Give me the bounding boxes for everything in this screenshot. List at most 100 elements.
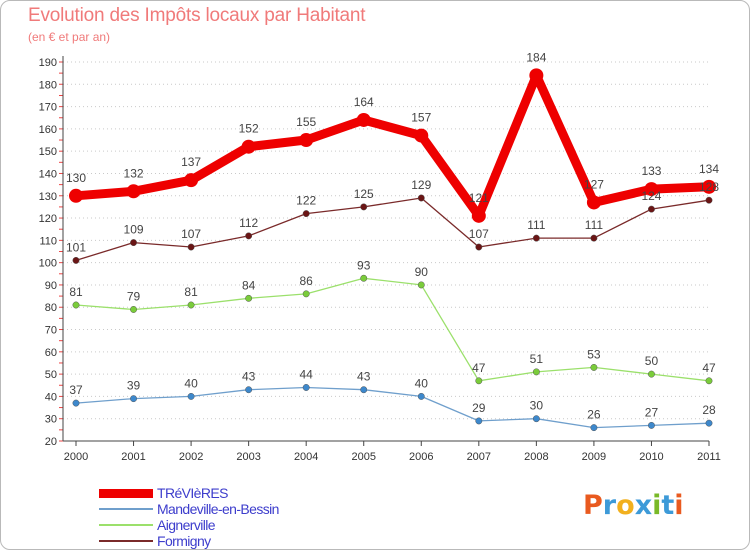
data-point-0 — [126, 184, 141, 199]
data-label-1: 44 — [300, 367, 314, 381]
y-tick-label: 80 — [45, 302, 57, 314]
data-point-2 — [130, 306, 137, 313]
y-tick-label: 170 — [39, 102, 57, 114]
data-label-3: 128 — [699, 180, 719, 194]
y-tick-label: 160 — [39, 124, 57, 136]
data-point-0 — [69, 188, 83, 203]
data-point-0 — [356, 112, 371, 127]
data-point-3 — [302, 210, 310, 218]
data-point-2 — [417, 281, 425, 289]
data-point-2 — [705, 377, 713, 385]
data-point-3 — [187, 243, 195, 251]
x-tick-label: 2007 — [467, 451, 491, 463]
data-point-3 — [475, 243, 483, 251]
data-label-1: 29 — [472, 401, 486, 415]
data-label-3: 111 — [527, 218, 546, 232]
y-tick-label: 110 — [39, 235, 57, 247]
data-point-1 — [130, 395, 137, 403]
data-point-2 — [360, 274, 368, 282]
data-label-3: 124 — [641, 189, 661, 203]
data-point-3 — [360, 203, 368, 211]
data-point-0 — [702, 179, 716, 194]
data-point-2 — [245, 294, 253, 302]
data-point-1 — [648, 421, 655, 429]
data-label-2: 81 — [69, 285, 83, 299]
logo-letter: i — [652, 490, 662, 521]
data-point-0 — [586, 195, 601, 210]
data-point-1 — [590, 424, 598, 432]
data-label-0: 127 — [584, 177, 604, 191]
y-tick-label: 150 — [39, 146, 57, 158]
x-tick-label: 2001 — [121, 451, 145, 463]
data-point-3 — [245, 232, 253, 240]
data-label-1: 37 — [69, 383, 83, 397]
data-point-2 — [532, 368, 540, 376]
y-tick-label: 90 — [45, 280, 57, 292]
data-label-2: 53 — [587, 347, 601, 361]
data-label-2: 47 — [702, 361, 716, 375]
data-label-3: 112 — [239, 216, 258, 230]
x-tick-label: 2003 — [236, 451, 260, 463]
y-tick-label: 20 — [45, 436, 57, 448]
data-point-3 — [705, 196, 713, 204]
data-point-0 — [299, 133, 314, 148]
data-label-3: 107 — [181, 227, 201, 241]
data-point-1 — [417, 392, 425, 400]
x-tick-label: 2008 — [524, 451, 548, 463]
data-label-2: 81 — [184, 285, 198, 299]
data-point-3 — [417, 194, 425, 202]
chart-title: Evolution des Impôts locaux par Habitant — [28, 5, 366, 26]
data-label-3: 111 — [585, 218, 604, 232]
data-label-2: 90 — [415, 265, 429, 279]
data-point-1 — [302, 384, 310, 391]
data-point-1 — [72, 399, 80, 407]
data-label-2: 86 — [300, 274, 314, 288]
data-point-3 — [532, 234, 540, 242]
plot-area — [63, 56, 709, 441]
data-label-1: 27 — [645, 405, 659, 419]
legend-label: Aignerville — [157, 517, 216, 533]
x-tick-label: 2010 — [639, 451, 663, 463]
data-label-0: 130 — [66, 171, 86, 185]
data-label-1: 28 — [702, 403, 716, 417]
data-label-0: 121 — [469, 191, 489, 205]
y-tick-label: 30 — [45, 414, 57, 426]
data-label-0: 155 — [296, 115, 316, 129]
legend-label: Mandeville-en-Bessin — [157, 501, 279, 517]
data-label-2: 84 — [242, 278, 256, 292]
logo-letter: x — [634, 490, 653, 521]
data-label-2: 51 — [530, 352, 544, 366]
data-label-3: 101 — [66, 240, 86, 254]
data-point-0 — [529, 68, 544, 83]
data-point-2 — [590, 363, 598, 371]
data-label-1: 40 — [415, 376, 429, 390]
logo-letter: i — [674, 490, 684, 521]
x-tick-label: 2002 — [179, 451, 203, 463]
data-label-1: 30 — [530, 399, 544, 413]
x-tick-label: 2005 — [351, 451, 375, 463]
data-label-0: 157 — [411, 111, 431, 125]
data-label-3: 107 — [469, 227, 489, 241]
data-label-2: 79 — [127, 289, 141, 303]
data-label-0: 132 — [124, 166, 144, 180]
chart-subtitle: (en € et par an) — [28, 30, 111, 44]
logo-letter: t — [661, 490, 675, 521]
logo-letter: o — [616, 490, 635, 521]
series-line-1 — [75, 386, 710, 429]
data-label-0: 152 — [239, 122, 259, 136]
data-point-0 — [471, 208, 486, 223]
y-tick-label: 60 — [45, 347, 57, 359]
x-tick-label: 2006 — [409, 451, 433, 463]
data-label-1: 39 — [127, 379, 141, 393]
data-point-1 — [187, 392, 195, 400]
data-point-2 — [648, 370, 655, 378]
series-line-2 — [75, 277, 710, 382]
y-tick-label: 190 — [39, 57, 57, 69]
y-tick-label: 100 — [39, 258, 57, 270]
legend-label: Formigny — [157, 533, 211, 549]
series-line-0 — [71, 70, 714, 221]
data-point-2 — [475, 377, 483, 385]
data-point-1 — [532, 415, 540, 423]
x-tick-label: 2000 — [64, 451, 88, 463]
